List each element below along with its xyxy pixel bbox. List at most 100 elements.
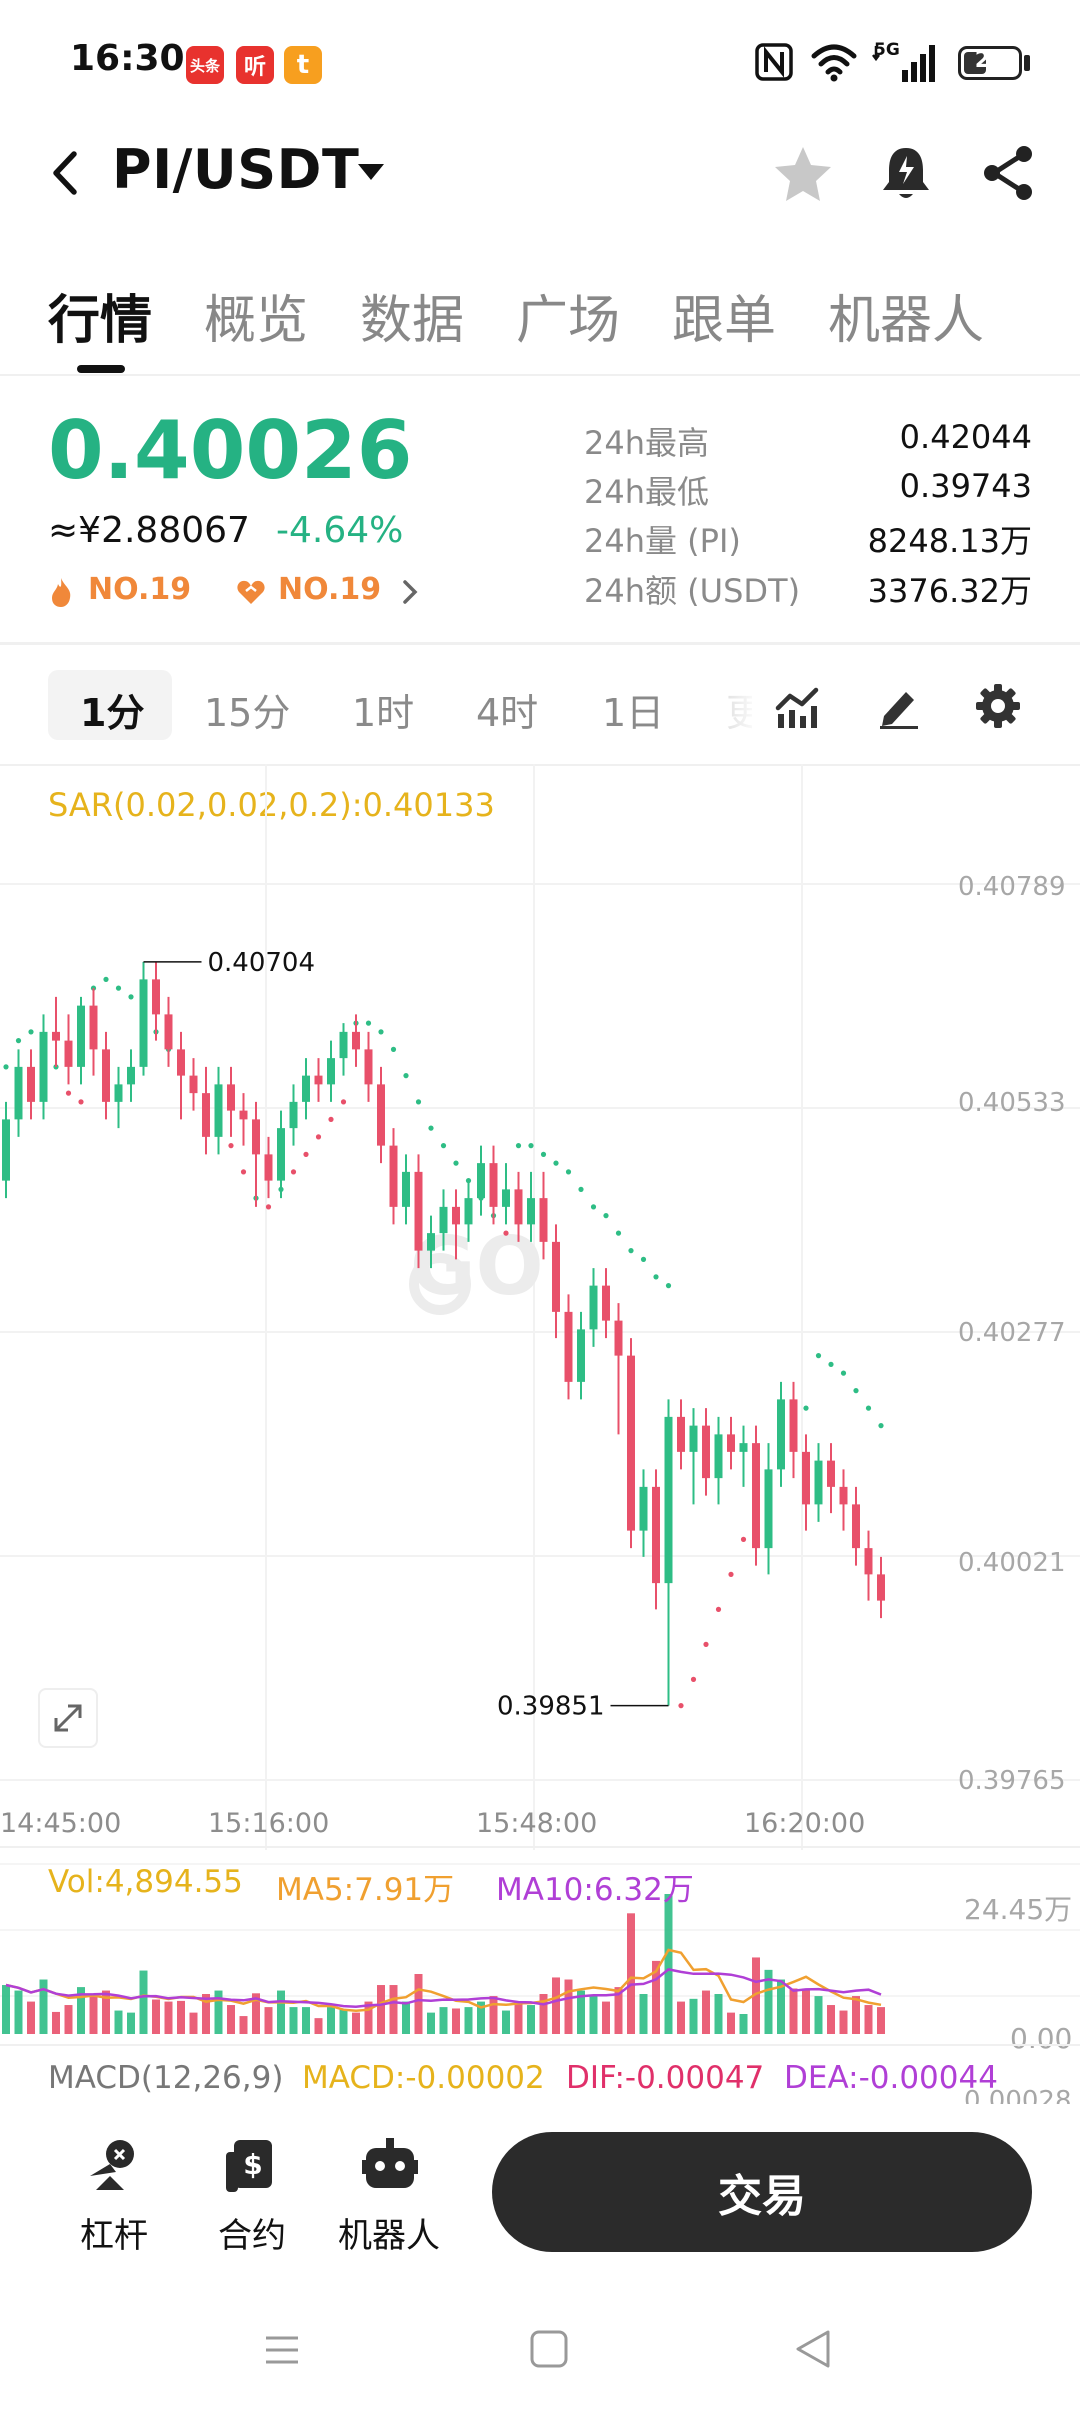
volume-bar xyxy=(839,2010,848,2034)
fav-rank[interactable]: NO.19 xyxy=(278,572,382,607)
candle xyxy=(577,1311,585,1400)
sar-dot xyxy=(65,1090,72,1096)
robot-label[interactable]: 机器人 xyxy=(338,2216,440,2256)
candle-body xyxy=(564,1311,573,1382)
tab-market[interactable]: 行情 xyxy=(48,291,153,351)
stat-turnover-value: 3376.32万 xyxy=(867,572,1032,610)
tabs-divider xyxy=(0,374,1080,376)
sar-dot xyxy=(640,1256,647,1262)
tab-overview[interactable]: 概览 xyxy=(204,291,309,351)
pair-title[interactable]: PI/USDT xyxy=(112,138,360,201)
candle xyxy=(752,1425,760,1566)
chevron-right-icon[interactable] xyxy=(400,578,420,606)
back-nav-icon[interactable] xyxy=(792,2328,834,2370)
candle xyxy=(289,1084,298,1146)
tab-copy-trade[interactable]: 跟单 xyxy=(672,291,777,351)
candle-body xyxy=(202,1093,210,1137)
candle-body xyxy=(139,979,148,1067)
candle xyxy=(777,1381,785,1487)
heart-rank-icon xyxy=(237,580,265,604)
sar-dot xyxy=(678,1703,684,1709)
robot-icon[interactable] xyxy=(362,2136,418,2194)
tab-robot[interactable]: 机器人 xyxy=(828,291,985,351)
volume-bar xyxy=(427,2012,435,2034)
candle xyxy=(14,1049,23,1137)
contract-icon[interactable]: $ xyxy=(224,2138,276,2194)
tab-data[interactable]: 数据 xyxy=(360,291,465,351)
battery-cap xyxy=(1024,55,1030,71)
candle xyxy=(264,1136,273,1199)
candle xyxy=(452,1189,460,1260)
interval-1h[interactable]: 1时 xyxy=(352,691,415,735)
candle-body xyxy=(164,1014,173,1050)
alert-bell-icon[interactable] xyxy=(878,142,934,204)
menu-nav-icon[interactable] xyxy=(262,2330,302,2370)
candle-body xyxy=(827,1460,835,1487)
volume-bar xyxy=(827,2005,835,2034)
candle xyxy=(639,1469,648,1557)
candle xyxy=(127,1049,135,1102)
settings-gear-icon[interactable] xyxy=(974,682,1022,730)
candle xyxy=(439,1189,448,1251)
contract-label[interactable]: 合约 xyxy=(218,2216,286,2256)
stat-volume-value: 8248.13万 xyxy=(867,522,1032,560)
home-nav-icon[interactable] xyxy=(528,2328,570,2370)
star-icon[interactable] xyxy=(772,144,834,204)
volume-bar xyxy=(664,1894,673,2034)
interval-15m[interactable]: 15分 xyxy=(204,691,291,735)
candle-body xyxy=(414,1171,423,1251)
svg-text:$: $ xyxy=(243,2148,262,2181)
candle xyxy=(189,1058,198,1111)
interval-1d[interactable]: 1日 xyxy=(602,691,665,735)
candle xyxy=(564,1294,573,1400)
volume-bar xyxy=(152,1999,160,2034)
indicator-icon[interactable] xyxy=(774,684,820,730)
volume-bar xyxy=(77,1987,85,2034)
sar-dot xyxy=(15,1038,22,1044)
volume-min-label: 0.00 xyxy=(1010,2022,1073,2055)
candle xyxy=(814,1443,823,1522)
draw-pen-icon[interactable] xyxy=(876,684,922,730)
watermark-logo-icon xyxy=(409,1253,471,1315)
volume-bar xyxy=(639,1994,648,2034)
candle-body xyxy=(264,1154,273,1181)
trade-button[interactable]: 交易 xyxy=(492,2132,1032,2252)
sar-dot xyxy=(840,1370,847,1376)
volume-bar xyxy=(514,2001,523,2034)
candle-body xyxy=(739,1443,748,1452)
back-arrow-icon[interactable] xyxy=(46,148,86,198)
candle-body xyxy=(802,1451,810,1505)
tab-square[interactable]: 广场 xyxy=(516,291,621,351)
price-cny: ≈¥2.88067 xyxy=(48,510,250,551)
volume-bar xyxy=(202,1994,210,2034)
leverage-icon[interactable] xyxy=(86,2138,140,2194)
candle xyxy=(689,1408,698,1505)
sar-dot xyxy=(590,1204,597,1210)
candle xyxy=(789,1381,798,1479)
volume-bar xyxy=(102,1990,110,2034)
hot-rank[interactable]: NO.19 xyxy=(88,572,192,607)
nfc-icon xyxy=(755,43,793,81)
sar-dot xyxy=(690,1676,697,1682)
candle xyxy=(802,1434,810,1531)
volume-bar xyxy=(777,1979,785,2034)
candle-body xyxy=(352,1031,360,1050)
volume-bar xyxy=(714,1994,723,2034)
y-tick-label: 0.40277 xyxy=(958,1318,1066,1348)
volume-bar xyxy=(64,2005,73,2034)
candle xyxy=(77,996,85,1085)
fullscreen-button[interactable] xyxy=(38,1688,98,1748)
interval-4h[interactable]: 4时 xyxy=(476,691,539,735)
dropdown-caret-icon[interactable] xyxy=(356,162,386,184)
candle xyxy=(502,1163,510,1225)
candle-body xyxy=(227,1084,235,1111)
candle xyxy=(402,1154,410,1225)
share-icon[interactable] xyxy=(980,144,1036,202)
candle-body xyxy=(39,1031,48,1102)
interval-1m[interactable]: 1分 xyxy=(80,691,145,735)
volume-ma10-line xyxy=(5,1968,882,2009)
candle-body xyxy=(614,1320,623,1356)
candle-body xyxy=(52,1031,60,1041)
leverage-label[interactable]: 杠杆 xyxy=(80,2216,148,2256)
